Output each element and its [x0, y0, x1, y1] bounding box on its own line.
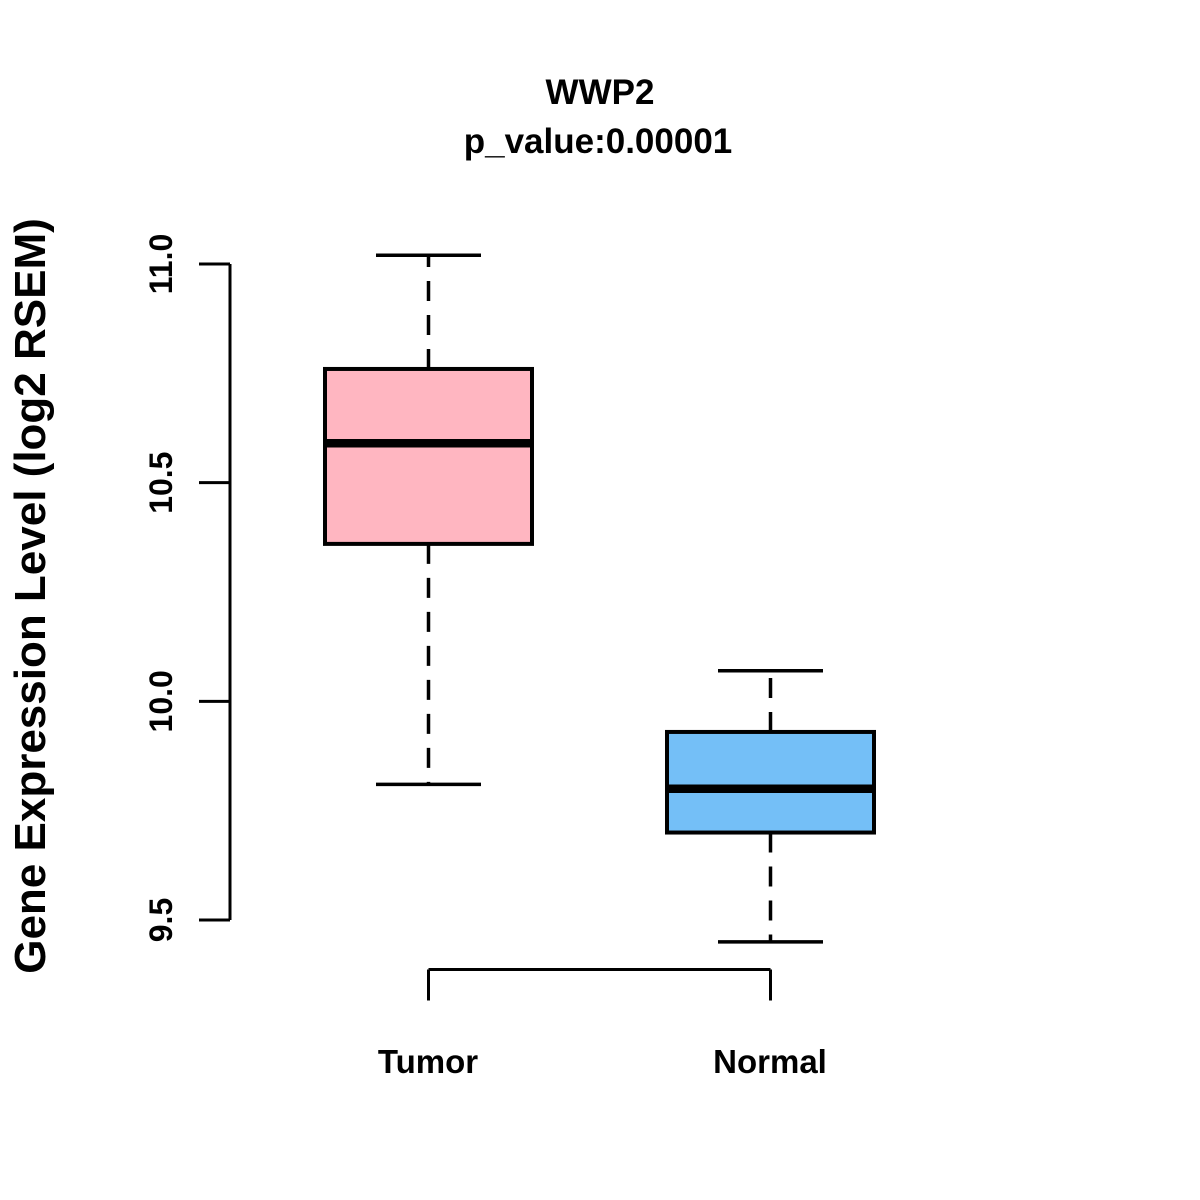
tumor-box [323, 366, 534, 546]
normal-box [665, 729, 876, 835]
x-tick-label-tumor: Tumor [378, 1043, 478, 1080]
x-tick-label-normal: Normal [713, 1043, 827, 1080]
chart-subtitle: p_value:0.00001 [464, 122, 733, 161]
y-tick-label-10-0: 10.0 [143, 670, 179, 732]
y-axis-label: Gene Expression Level (log2 RSEM) [6, 218, 55, 974]
plot-shapes [199, 253, 876, 1001]
y-tick-label-10-5: 10.5 [143, 452, 179, 514]
y-tick-label-9-5: 9.5 [143, 898, 179, 942]
y-tick-label-11-0: 11.0 [143, 234, 179, 295]
chart-title: WWP2 [546, 73, 655, 112]
